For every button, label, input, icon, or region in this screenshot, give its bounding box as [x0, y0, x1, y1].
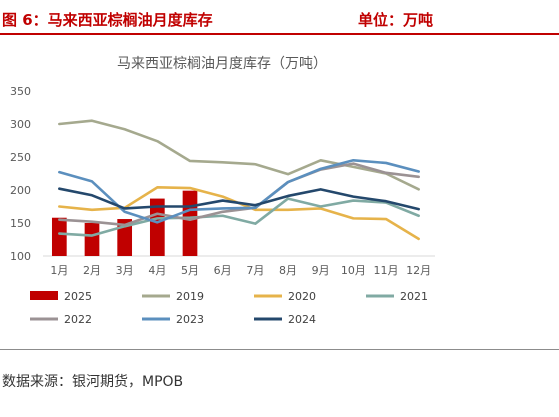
- legend-swatch: [30, 291, 58, 300]
- line-2019: [58, 119, 420, 191]
- figure-label: 图 6：马来西亚棕榈油月度库存: [2, 11, 213, 29]
- legend-label: 2019: [176, 290, 204, 303]
- legend-label: 2024: [288, 313, 316, 326]
- legend-item-2025: 2025: [30, 290, 92, 303]
- chart-title: 马来西亚棕榈油月度库存（万吨）: [117, 56, 327, 72]
- x-tick-label: 6月: [214, 264, 232, 277]
- legend-item-2024: 2024: [254, 313, 316, 326]
- y-axis: 100 150 200 250 300 350: [10, 85, 31, 263]
- header-rule: [0, 33, 559, 35]
- line-2021: [58, 197, 420, 237]
- bar-series-2025: [51, 190, 198, 256]
- legend-label: 2022: [64, 313, 92, 326]
- y-tick-label: 200: [10, 184, 31, 197]
- legend-item-2021: 2021: [366, 290, 428, 303]
- line-series: [58, 119, 420, 241]
- x-tick-label: 9月: [312, 264, 330, 277]
- legend-label: 2020: [288, 290, 316, 303]
- x-tick-label: 2月: [83, 264, 101, 277]
- legend-label: 2023: [176, 313, 204, 326]
- x-tick-label: 5月: [181, 264, 199, 277]
- y-tick-label: 150: [10, 217, 31, 230]
- line-2024: [58, 187, 420, 211]
- x-tick-label: 10月: [341, 264, 366, 277]
- bar-2025: [84, 223, 100, 256]
- legend-item-2022: 2022: [30, 313, 92, 326]
- legend-item-2023: 2023: [142, 313, 204, 326]
- x-tick-label: 1月: [50, 264, 68, 277]
- y-tick-label: 300: [10, 118, 31, 131]
- x-tick-label: 12月: [406, 264, 431, 277]
- x-axis: 1月 2月 3月 4月 5月 6月 7月 8月 9月 10月 11月 12月: [50, 264, 431, 277]
- source-note: 数据来源：银河期货，MPOB: [2, 374, 184, 390]
- footer-rule: [0, 349, 559, 350]
- x-tick-label: 7月: [246, 264, 264, 277]
- x-tick-label: 8月: [279, 264, 297, 277]
- y-tick-label: 100: [10, 250, 31, 263]
- figure-header: 图 6：马来西亚棕榈油月度库存 单位：万吨: [0, 0, 559, 34]
- line-2020: [58, 186, 420, 241]
- line-2022: [58, 162, 420, 227]
- chart: 马来西亚棕榈油月度库存（万吨） 100 150 200 250 300 350 1月 2月 3…: [10, 56, 435, 326]
- legend: 2025 2019 2020 2021 2022 2023 2024: [30, 290, 428, 326]
- y-tick-label: 350: [10, 85, 31, 98]
- figure-unit: 单位：万吨: [358, 11, 434, 29]
- legend-item-2019: 2019: [142, 290, 204, 303]
- x-tick-label: 11月: [374, 264, 399, 277]
- bar-2025: [182, 190, 198, 256]
- legend-label: 2025: [64, 290, 92, 303]
- bar-2025: [149, 198, 165, 256]
- x-tick-label: 4月: [148, 264, 166, 277]
- x-tick-label: 3月: [116, 264, 134, 277]
- y-tick-label: 250: [10, 151, 31, 164]
- legend-label: 2021: [400, 290, 428, 303]
- bar-2025: [51, 217, 67, 256]
- legend-item-2020: 2020: [254, 290, 316, 303]
